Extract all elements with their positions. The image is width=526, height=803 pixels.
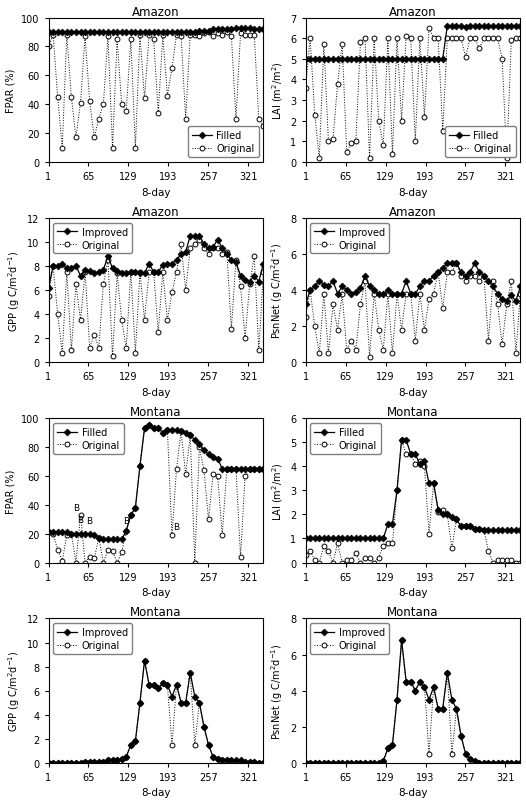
X-axis label: 8-day: 8-day [141, 387, 171, 397]
Y-axis label: LAI (m$^2$/m$^2$): LAI (m$^2$/m$^2$) [270, 61, 285, 120]
Legend: Improved, Original: Improved, Original [310, 223, 389, 254]
X-axis label: 8-day: 8-day [398, 387, 428, 397]
Text: B: B [174, 522, 179, 531]
Legend: Filled, Original: Filled, Original [445, 127, 515, 158]
Legend: Filled, Original: Filled, Original [53, 423, 124, 454]
Legend: Improved, Original: Improved, Original [310, 624, 389, 654]
Text: B: B [77, 515, 84, 524]
Y-axis label: PsnNet (g C/m$^2$d$^{-1}$): PsnNet (g C/m$^2$d$^{-1}$) [269, 243, 285, 339]
Title: Montana: Montana [387, 406, 439, 418]
Y-axis label: FPAR (%): FPAR (%) [6, 68, 16, 112]
Title: Montana: Montana [130, 406, 181, 418]
Y-axis label: FPAR (%): FPAR (%) [6, 469, 16, 513]
Title: Amazon: Amazon [389, 206, 437, 218]
Title: Montana: Montana [130, 605, 181, 618]
Text: B: B [73, 503, 79, 512]
X-axis label: 8-day: 8-day [141, 588, 171, 597]
Y-axis label: GPP (g C/m$^2$d$^{-1}$): GPP (g C/m$^2$d$^{-1}$) [6, 650, 22, 732]
Legend: Improved, Original: Improved, Original [53, 624, 132, 654]
X-axis label: 8-day: 8-day [398, 788, 428, 797]
Y-axis label: GPP (g C/m$^2$d$^{-1}$): GPP (g C/m$^2$d$^{-1}$) [6, 250, 22, 332]
X-axis label: 8-day: 8-day [398, 187, 428, 198]
Legend: Filled, Original: Filled, Original [310, 423, 381, 454]
X-axis label: 8-day: 8-day [141, 187, 171, 198]
Y-axis label: PsnNet (g C/m$^2$d$^{-1}$): PsnNet (g C/m$^2$d$^{-1}$) [269, 642, 285, 739]
Y-axis label: LAI (m$^2$/m$^2$): LAI (m$^2$/m$^2$) [270, 462, 285, 520]
X-axis label: 8-day: 8-day [141, 788, 171, 797]
Legend: Improved, Original: Improved, Original [53, 223, 132, 254]
Text: B: B [87, 516, 93, 525]
Title: Montana: Montana [387, 605, 439, 618]
Text: B: B [123, 516, 129, 525]
Title: Amazon: Amazon [389, 6, 437, 18]
Legend: Filled, Original: Filled, Original [188, 127, 258, 158]
X-axis label: 8-day: 8-day [398, 588, 428, 597]
Title: Amazon: Amazon [132, 206, 180, 218]
Title: Amazon: Amazon [132, 6, 180, 18]
